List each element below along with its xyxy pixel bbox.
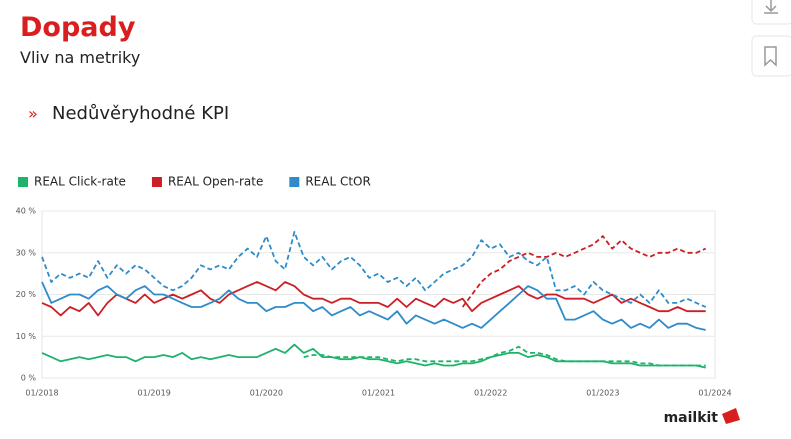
x-tick-label: 01/2019 bbox=[138, 389, 171, 398]
dashed-line bbox=[41, 231, 707, 308]
y-tick-label: 10 % bbox=[16, 332, 37, 341]
x-tick-label: 01/2023 bbox=[586, 389, 619, 398]
x-tick-label: 01/2020 bbox=[250, 389, 283, 398]
y-tick-label: 40 % bbox=[16, 207, 37, 216]
line bbox=[41, 281, 706, 331]
x-tick-label: 01/2022 bbox=[474, 389, 507, 398]
legend-swatch bbox=[151, 177, 162, 187]
download-button[interactable] bbox=[751, 0, 791, 25]
bullet-text: Nedůvěryhodné KPI bbox=[52, 103, 229, 124]
bookmark-icon bbox=[764, 46, 777, 67]
dashed-line bbox=[461, 235, 707, 308]
bookmark-button[interactable] bbox=[751, 35, 791, 77]
legend-swatch bbox=[289, 177, 300, 187]
bullet-marker: » bbox=[28, 104, 38, 123]
line bbox=[41, 281, 706, 317]
chart: 0 % 10 % 20 % 30 % 40 % 01/2018 01/2019 01/2020… bbox=[16, 175, 732, 398]
download-icon bbox=[764, 0, 778, 14]
legend-label: REAL Open-rate bbox=[168, 175, 263, 189]
legend-label: REAL Click-rate bbox=[34, 175, 126, 189]
subtitle: Vliv na metriky bbox=[20, 48, 140, 67]
y-tick-label: 30 % bbox=[16, 248, 37, 257]
title: Dopady bbox=[20, 12, 136, 43]
x-tick-label: 01/2018 bbox=[25, 389, 58, 398]
logo: mailkit bbox=[664, 410, 719, 426]
legend-label: REAL CtOR bbox=[305, 175, 371, 189]
logo-icon bbox=[722, 408, 740, 424]
line bbox=[41, 343, 706, 369]
x-tick-label: 01/2021 bbox=[362, 389, 395, 398]
y-tick-label: 0 % bbox=[21, 374, 37, 383]
legend-swatch bbox=[18, 177, 28, 187]
x-tick-label: 01/2024 bbox=[698, 389, 731, 398]
y-tick-label: 20 % bbox=[16, 290, 37, 299]
dashed-line bbox=[303, 345, 706, 367]
